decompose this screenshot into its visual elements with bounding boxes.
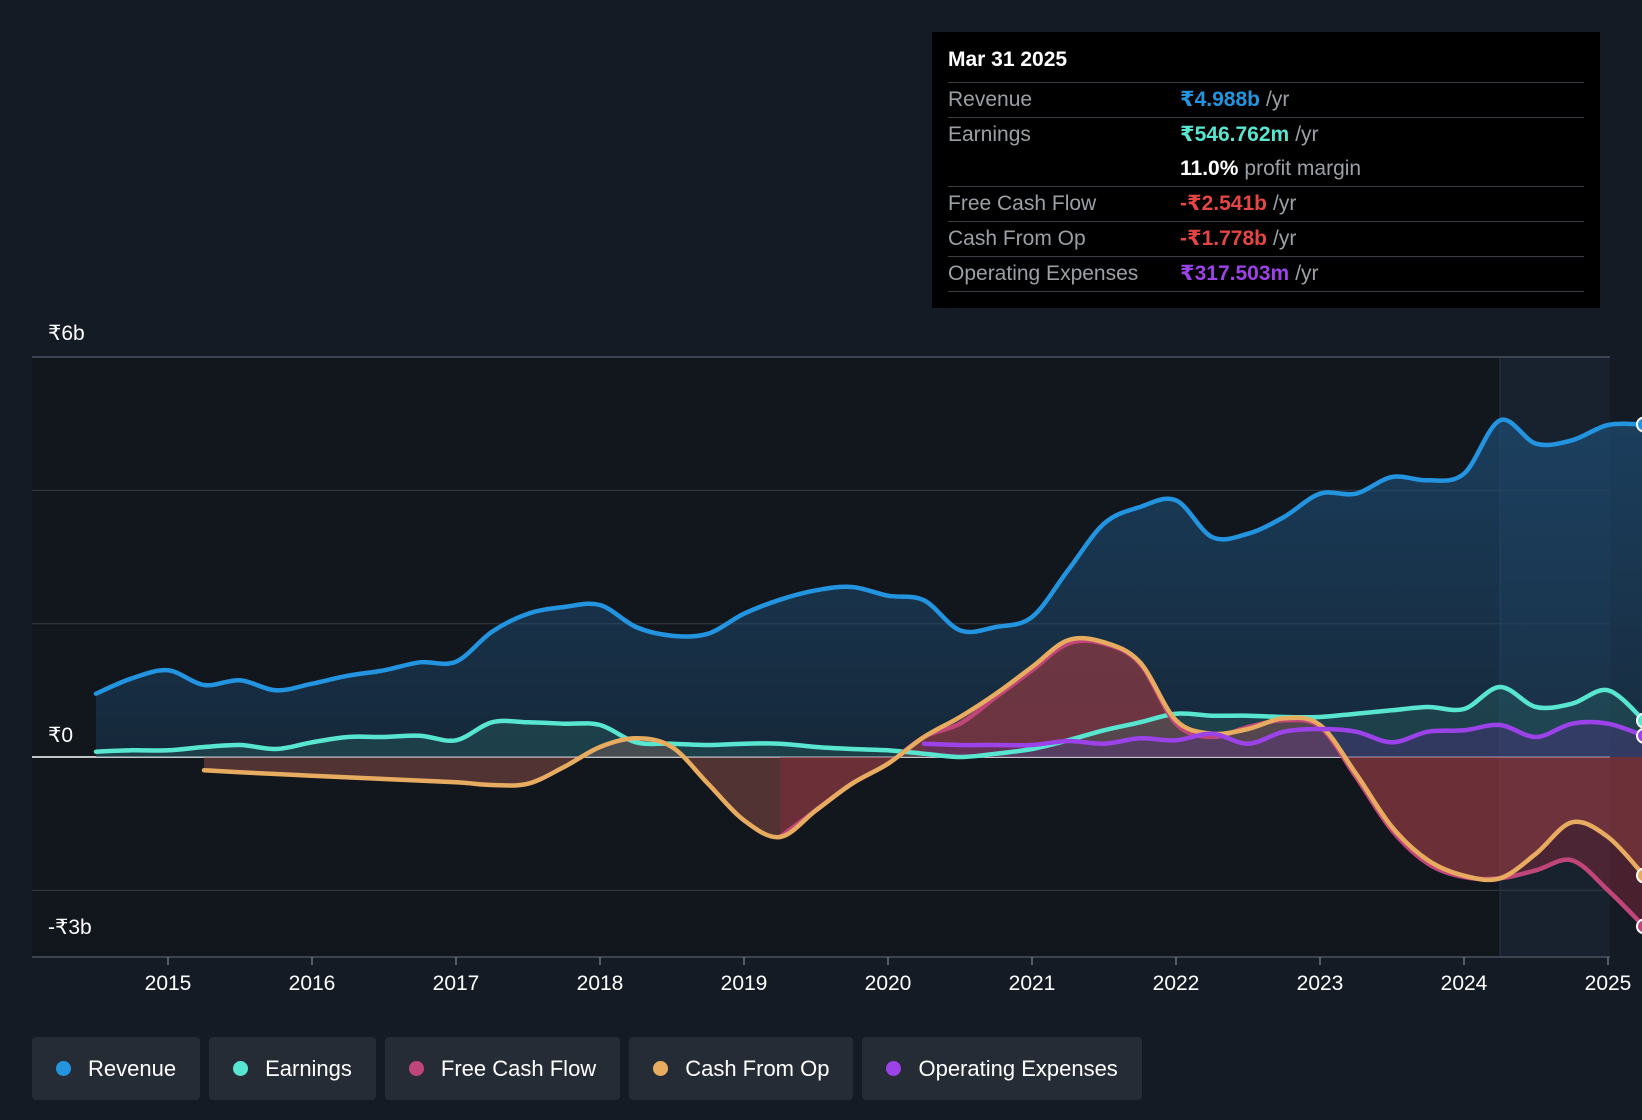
legend-label: Revenue (88, 1055, 177, 1081)
tooltip-row-label: Revenue (948, 88, 1033, 111)
y-axis-label: ₹6b (48, 322, 85, 345)
x-tick-label: 2020 (865, 972, 912, 995)
revenue-line (93, 417, 1642, 696)
tooltip-row-label: Free Cash Flow (948, 192, 1097, 215)
legend-dot-icon (408, 1061, 424, 1076)
legend-item-earnings[interactable]: Earnings (209, 1037, 376, 1100)
legend: Revenue Earnings Free Cash Flow Cash From O… (32, 1037, 1142, 1100)
earnings-area (96, 686, 1642, 757)
y-axis-label: ₹0 (48, 724, 73, 747)
tooltip-row-label: Earnings (948, 123, 1031, 146)
x-tick-label: 2024 (1441, 972, 1488, 995)
tooltip-row: Free Cash Flow -₹2.541b/yr (948, 187, 1584, 222)
tooltip-row: Cash From Op -₹1.778b/yr (948, 222, 1584, 257)
x-tick-label: 2016 (289, 972, 336, 995)
x-tick-label: 2021 (1009, 972, 1056, 995)
tooltip-row-label (948, 152, 1180, 186)
tooltip-row-unit: profit margin (1244, 157, 1362, 180)
legend-item-operating-expenses[interactable]: Operating Expenses (862, 1037, 1142, 1100)
revenue-area (96, 419, 1642, 757)
x-tick-label: 2019 (721, 972, 768, 995)
tooltip-row: Revenue ₹4.988b/yr (948, 83, 1584, 118)
legend-label: Earnings (265, 1055, 352, 1081)
tooltip-row-value: -₹2.541b (1180, 192, 1267, 215)
earnings-end-marker (1636, 712, 1642, 729)
free-cash-flow-area (780, 640, 1642, 925)
legend-item-cash-from-op[interactable]: Cash From Op (629, 1037, 854, 1100)
legend-item-free-cash-flow[interactable]: Free Cash Flow (384, 1037, 621, 1100)
tooltip-row-value: ₹4.988b (1180, 88, 1260, 111)
cash-from-op-area (204, 638, 1642, 880)
legend-dot-icon (653, 1061, 669, 1076)
tooltip-row-label: Operating Expenses (948, 262, 1139, 285)
cash-from-op-end-marker (1636, 867, 1642, 884)
x-tick-label: 2025 (1585, 972, 1632, 995)
legend-label: Free Cash Flow (440, 1055, 597, 1081)
tooltip-panel: Mar 31 2025 Revenue ₹4.988b/yr Earnings ₹54… (932, 32, 1600, 308)
tooltip-row-value: ₹317.503m (1180, 262, 1290, 285)
operating-expenses-line (921, 719, 1642, 748)
tooltip-row-unit: /yr (1266, 88, 1290, 111)
revenue-end-marker (1636, 416, 1642, 433)
tooltip-row-value: ₹546.762m (1180, 123, 1290, 146)
x-tick-label: 2017 (433, 972, 480, 995)
legend-dot-icon (56, 1061, 71, 1076)
operating-expenses-end-marker (1636, 728, 1642, 744)
tooltip-row: Operating Expenses ₹317.503m/yr (948, 257, 1584, 292)
x-tick-label: 2023 (1297, 972, 1344, 995)
tooltip-row-unit: /yr (1295, 262, 1319, 285)
legend-label: Operating Expenses (918, 1055, 1118, 1081)
free-cash-flow-end-marker (1636, 918, 1642, 935)
y-axis-label: -₹3b (48, 916, 92, 939)
tooltip-row-unit: /yr (1295, 123, 1319, 146)
tooltip-row-unit: /yr (1272, 192, 1297, 215)
legend-dot-icon (233, 1061, 249, 1076)
legend-item-revenue[interactable]: Revenue (32, 1037, 201, 1100)
legend-label: Cash From Op (685, 1055, 830, 1081)
earnings-line (93, 684, 1642, 760)
x-tick-label: 2015 (145, 972, 192, 995)
cash-from-op-line (201, 635, 1642, 883)
tooltip-row: Earnings ₹546.762m/yr (948, 118, 1584, 152)
legend-dot-icon (886, 1061, 902, 1076)
tooltip-row-label: Cash From Op (948, 227, 1086, 250)
tooltip-row: 11.0% profit margin (948, 152, 1584, 187)
tooltip-row-value: 11.0% (1180, 157, 1239, 180)
tooltip-row-value: -₹1.778b (1180, 227, 1267, 250)
tooltip-date: Mar 31 2025 (948, 46, 1584, 83)
x-tick-label: 2022 (1153, 972, 1200, 995)
tooltip-row-unit: /yr (1272, 227, 1297, 250)
x-tick-label: 2018 (577, 972, 624, 995)
